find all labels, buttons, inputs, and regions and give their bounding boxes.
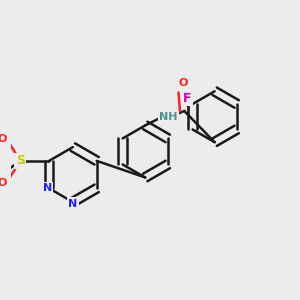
Text: O: O <box>0 134 7 144</box>
Text: F: F <box>183 92 192 105</box>
Text: N: N <box>43 183 52 193</box>
Text: O: O <box>178 79 188 88</box>
Text: N: N <box>68 199 77 208</box>
Text: NH: NH <box>159 112 178 122</box>
Text: S: S <box>16 154 25 167</box>
Text: O: O <box>0 178 7 188</box>
